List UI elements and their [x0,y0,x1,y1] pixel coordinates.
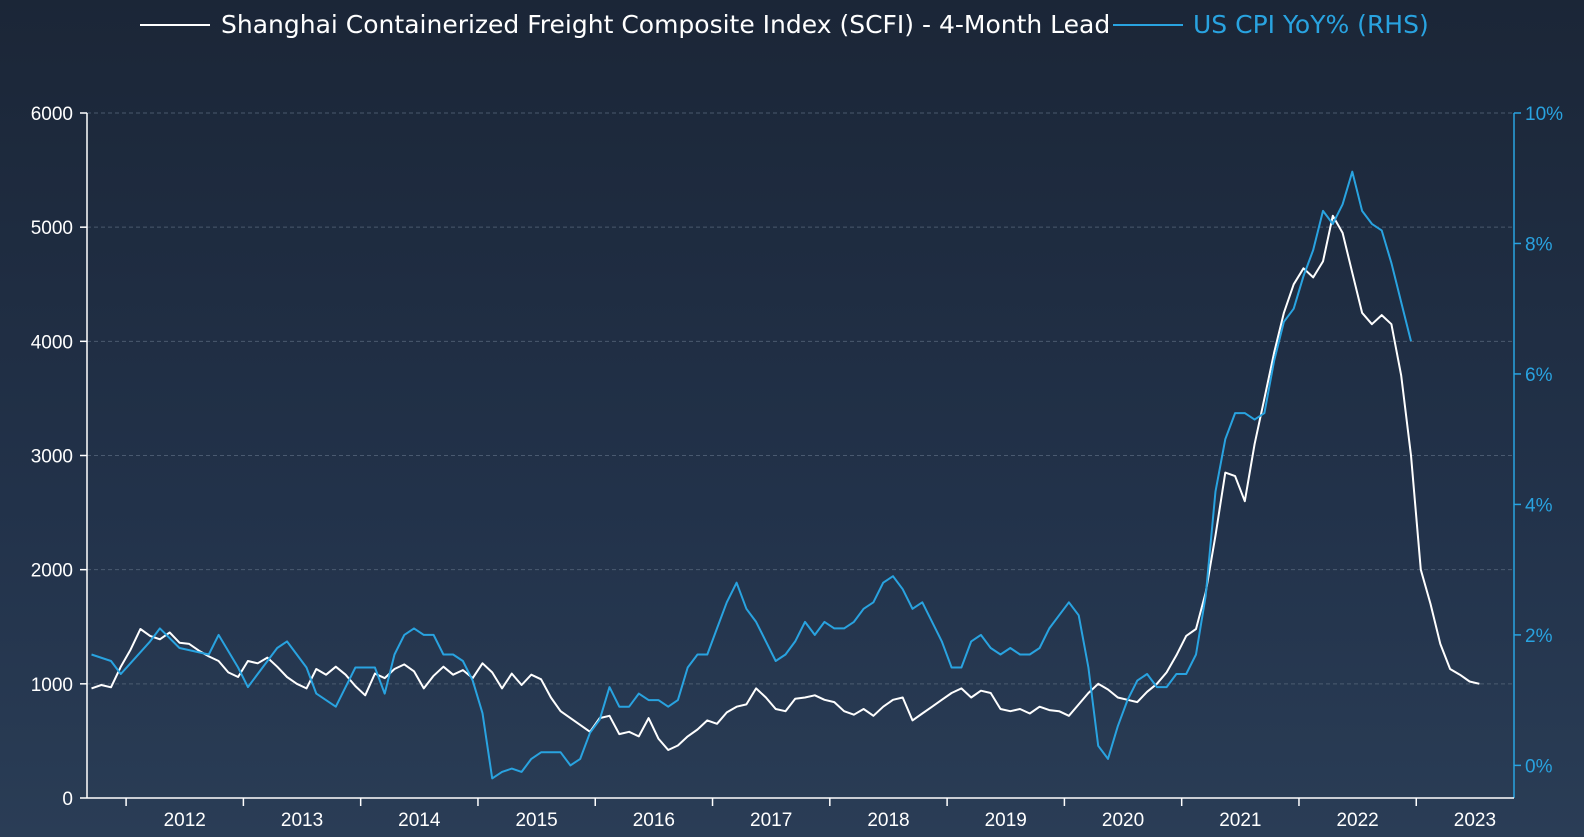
y-right-tick-label: 10% [1525,104,1563,125]
y-left-tick-label: 2000 [31,561,73,582]
y-left-tick-label: 5000 [31,218,73,239]
x-tick-label: 2012 [164,810,206,831]
y-right-tick-label: 2% [1525,626,1553,647]
x-tick-label: 2021 [1219,810,1261,831]
x-tick-label: 2014 [398,810,441,831]
y-left-tick-label: 0 [62,789,73,810]
x-tick-label: 2017 [750,810,792,831]
x-tick-label: 2018 [867,810,909,831]
x-tick-label: 2013 [281,810,323,831]
series-line-scfi [91,214,1480,751]
y-left-tick-label: 6000 [31,104,73,125]
x-tick-label: 2023 [1454,810,1496,831]
y-left-tick-label: 4000 [31,332,73,353]
legend-label-cpi: US CPI YoY% (RHS) [1193,10,1429,39]
y-right-tick-label: 6% [1525,365,1553,386]
axes: 0 1000 2000 3000 4000 5000 6000 0% 2% 4% 6% 8% 10% 20… [31,104,1563,831]
gridlines [87,112,1514,685]
y-right-tick-label: 8% [1525,234,1553,255]
x-tick-label: 2019 [985,810,1027,831]
legend: Shanghai Containerized Freight Composite… [140,10,1429,39]
y-left-tick-label: 3000 [31,447,73,468]
y-right-tick-label: 0% [1525,756,1553,777]
x-tick-label: 2020 [1102,810,1144,831]
legend-label-scfi: Shanghai Containerized Freight Composite… [221,10,1110,39]
x-tick-label: 2022 [1336,810,1378,831]
y-right-tick-label: 4% [1525,495,1553,516]
x-tick-label: 2015 [515,810,557,831]
series-line-cpi [91,170,1412,780]
y-left-tick-label: 1000 [31,675,73,696]
x-tick-label: 2016 [633,810,675,831]
series-lines [91,170,1480,780]
